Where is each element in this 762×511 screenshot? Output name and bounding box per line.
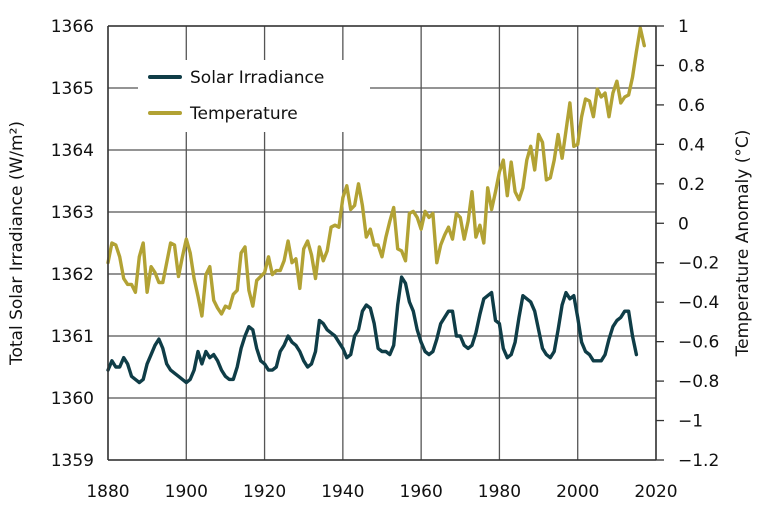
right-tick-label: 0 (678, 214, 689, 234)
right-tick-label: 0.4 (678, 135, 705, 155)
right-tick-label: −0.8 (678, 372, 719, 392)
left-axis-ticks: 1359 1360 1361 1362 1363 1364 1365 1366 (51, 17, 94, 471)
left-axis-title: Total Solar Irradiance (W/m²) (7, 121, 27, 366)
legend-label-solar: Solar Irradiance (190, 68, 324, 88)
legend: Solar Irradiance Temperature (138, 60, 370, 132)
series-line-solar-irradiance (106, 275, 639, 385)
x-tick-label: 1960 (400, 482, 443, 502)
series-layer (106, 26, 646, 385)
left-tick-label: 1359 (51, 451, 94, 471)
legend-background (138, 60, 370, 132)
left-tick-label: 1364 (51, 141, 94, 161)
right-axis-ticks: 1 0.8 0.6 0.4 0.2 0 −0.2 −0.4 −0.6 −0.8 −1 −1.2 (656, 17, 719, 471)
left-tick-label: 1361 (51, 327, 94, 347)
series-line-temperature (106, 26, 646, 318)
x-tick-label: 1920 (243, 482, 286, 502)
legend-label-temperature: Temperature (189, 104, 298, 124)
x-tick-label: 1880 (86, 482, 129, 502)
right-tick-label: 1 (678, 17, 689, 37)
left-tick-label: 1362 (51, 265, 94, 285)
left-tick-label: 1360 (51, 389, 94, 409)
x-tick-label: 2000 (556, 482, 599, 502)
right-tick-label: 0.8 (678, 56, 705, 76)
right-tick-label: −1.2 (678, 451, 719, 471)
x-tick-label: 2020 (634, 482, 677, 502)
x-tick-label: 1900 (165, 482, 208, 502)
x-axis-ticks: 1880 1900 1920 1940 1960 1980 2000 2020 (86, 482, 677, 502)
right-tick-label: −1 (678, 412, 703, 432)
right-axis-title: Temperature Anomaly (°C) (733, 130, 753, 358)
left-tick-label: 1366 (51, 17, 94, 37)
right-tick-label: 0.6 (678, 96, 705, 116)
right-tick-label: −0.4 (678, 293, 719, 313)
x-tick-label: 1980 (478, 482, 521, 502)
right-tick-label: 0.2 (678, 175, 705, 195)
x-tick-label: 1940 (321, 482, 364, 502)
left-tick-label: 1363 (51, 203, 94, 223)
left-tick-label: 1365 (51, 79, 94, 99)
axes (107, 25, 657, 461)
right-tick-label: −0.6 (678, 333, 719, 353)
right-tick-label: −0.2 (678, 254, 719, 274)
